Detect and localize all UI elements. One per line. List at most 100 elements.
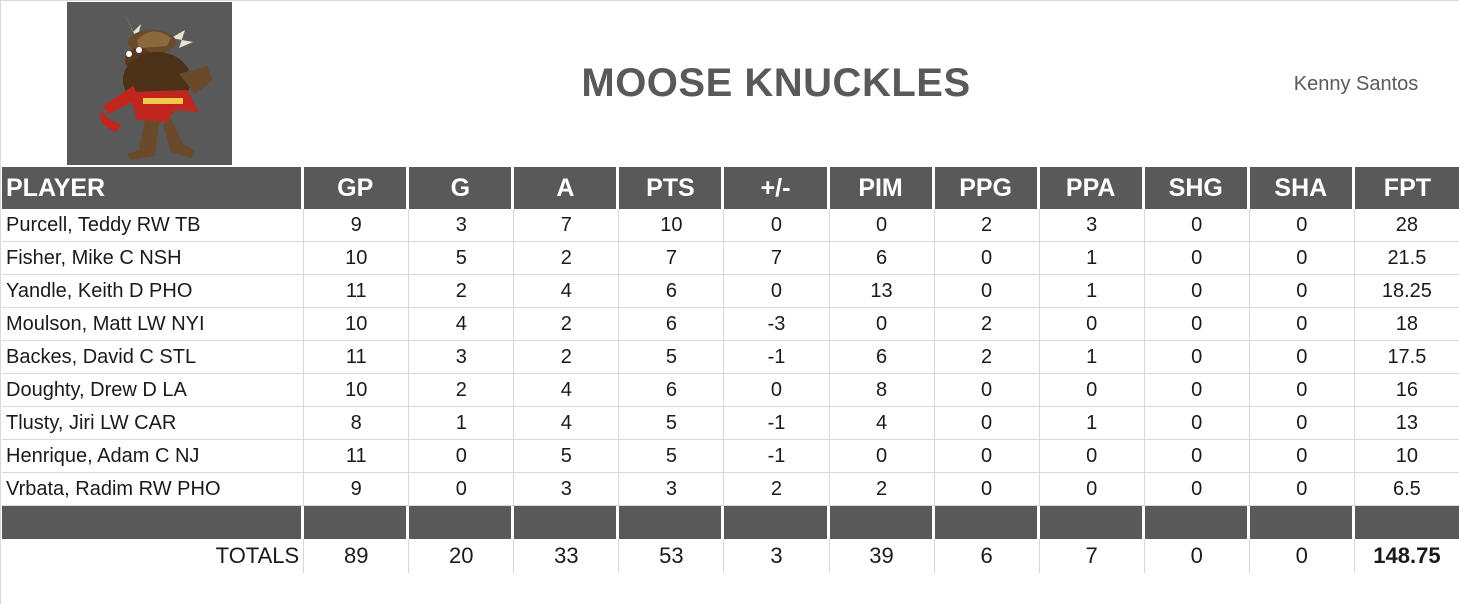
- plus-minus-cell: 0: [724, 275, 830, 308]
- total-gp: 89: [304, 539, 410, 573]
- pim-cell: 8: [829, 374, 935, 407]
- column-header-ppa: PPA: [1039, 167, 1145, 209]
- a-cell: 2: [514, 341, 620, 374]
- a-cell: 4: [514, 275, 620, 308]
- ppg-cell: 0: [934, 374, 1040, 407]
- gp-cell: 10: [304, 308, 410, 341]
- g-cell: 0: [409, 473, 515, 506]
- totals-label: TOTALS: [2, 539, 305, 573]
- table-row: Yandle, Keith D PHO 11 2 4 6 0 13 0 1 0 0 18.25: [2, 275, 1459, 308]
- shg-cell: 0: [1144, 341, 1250, 374]
- a-cell: 7: [514, 209, 620, 242]
- column-header-a: A: [514, 167, 620, 209]
- pts-cell: 6: [619, 308, 725, 341]
- sha-cell: 0: [1249, 275, 1355, 308]
- player-name: Backes, David C STL: [2, 341, 305, 374]
- pim-cell: 13: [829, 275, 935, 308]
- player-name: Henrique, Adam C NJ: [2, 440, 305, 473]
- total-ppa: 7: [1040, 539, 1145, 573]
- a-cell: 5: [514, 440, 620, 473]
- plus-minus-cell: -1: [724, 407, 830, 440]
- shg-cell: 0: [1144, 242, 1250, 275]
- ppa-cell: 1: [1039, 242, 1145, 275]
- total-fpt: 148.75: [1355, 539, 1459, 573]
- g-cell: 5: [409, 242, 515, 275]
- ppg-cell: 0: [934, 407, 1040, 440]
- g-cell: 2: [409, 374, 515, 407]
- player-name: Fisher, Mike C NSH: [2, 242, 305, 275]
- column-header-fpt: FPT: [1354, 167, 1459, 209]
- fpt-cell: 10: [1354, 440, 1459, 473]
- column-header-ppg: PPG: [934, 167, 1040, 209]
- gp-cell: 9: [304, 473, 410, 506]
- sha-cell: 0: [1249, 440, 1355, 473]
- a-cell: 4: [514, 407, 620, 440]
- gp-cell: 10: [304, 242, 410, 275]
- ppg-cell: 2: [934, 341, 1040, 374]
- pts-cell: 6: [619, 275, 725, 308]
- column-header-g: G: [409, 167, 515, 209]
- fpt-cell: 18.25: [1354, 275, 1459, 308]
- total-pts: 53: [619, 539, 725, 573]
- player-name: Purcell, Teddy RW TB: [2, 209, 305, 242]
- g-cell: 1: [409, 407, 515, 440]
- table-row: Henrique, Adam C NJ 11 0 5 5 -1 0 0 0 0 0 10: [2, 440, 1459, 473]
- player-name: Moulson, Matt LW NYI: [2, 308, 305, 341]
- gp-cell: 9: [304, 209, 410, 242]
- plus-minus-cell: 7: [724, 242, 830, 275]
- fpt-cell: 6.5: [1354, 473, 1459, 506]
- gp-cell: 11: [304, 275, 410, 308]
- pts-cell: 10: [619, 209, 725, 242]
- column-header-pim: PIM: [829, 167, 935, 209]
- shg-cell: 0: [1144, 275, 1250, 308]
- plus-minus-cell: -1: [724, 440, 830, 473]
- table-row: Vrbata, Radim RW PHO 9 0 3 3 2 2 0 0 0 0 6.5: [2, 473, 1459, 506]
- column-header-plus-minus: +/-: [724, 167, 830, 209]
- pim-cell: 0: [829, 209, 935, 242]
- ppa-cell: 1: [1039, 341, 1145, 374]
- pts-cell: 7: [619, 242, 725, 275]
- total-ppg: 6: [935, 539, 1040, 573]
- sha-cell: 0: [1249, 242, 1355, 275]
- table-row: Backes, David C STL 11 3 2 5 -1 6 2 1 0 0 17.5: [2, 341, 1459, 374]
- separator-row: [2, 506, 1459, 539]
- total-a: 33: [514, 539, 620, 573]
- pts-cell: 5: [619, 341, 725, 374]
- ppa-cell: 3: [1039, 209, 1145, 242]
- g-cell: 2: [409, 275, 515, 308]
- a-cell: 2: [514, 242, 620, 275]
- fpt-cell: 17.5: [1354, 341, 1459, 374]
- gp-cell: 8: [304, 407, 410, 440]
- table-row: Tlusty, Jiri LW CAR 8 1 4 5 -1 4 0 1 0 0 13: [2, 407, 1459, 440]
- pim-cell: 2: [829, 473, 935, 506]
- a-cell: 2: [514, 308, 620, 341]
- shg-cell: 0: [1144, 407, 1250, 440]
- ppa-cell: 0: [1039, 308, 1145, 341]
- sha-cell: 0: [1249, 407, 1355, 440]
- sha-cell: 0: [1249, 209, 1355, 242]
- owner-name: Kenny Santos: [1293, 73, 1419, 95]
- column-header-gp: GP: [304, 167, 410, 209]
- gp-cell: 10: [304, 374, 410, 407]
- fpt-cell: 18: [1354, 308, 1459, 341]
- ppa-cell: 1: [1039, 407, 1145, 440]
- pim-cell: 0: [829, 308, 935, 341]
- plus-minus-cell: -3: [724, 308, 830, 341]
- ppg-cell: 0: [934, 275, 1040, 308]
- column-header-player: PLAYER: [2, 167, 305, 209]
- total-shg: 0: [1145, 539, 1250, 573]
- team-name: MOOSE KNUCKLES: [581, 61, 971, 105]
- table-row: Moulson, Matt LW NYI 10 4 2 6 -3 0 2 0 0 0 18: [2, 308, 1459, 341]
- total-pim: 39: [830, 539, 935, 573]
- plus-minus-cell: 0: [724, 374, 830, 407]
- sha-cell: 0: [1249, 341, 1355, 374]
- shg-cell: 0: [1144, 440, 1250, 473]
- g-cell: 3: [409, 341, 515, 374]
- shg-cell: 0: [1144, 209, 1250, 242]
- ppg-cell: 2: [934, 209, 1040, 242]
- total-g: 20: [409, 539, 515, 573]
- pts-cell: 6: [619, 374, 725, 407]
- total-plus-minus: 3: [724, 539, 830, 573]
- ppg-cell: 2: [934, 308, 1040, 341]
- total-sha: 0: [1250, 539, 1355, 573]
